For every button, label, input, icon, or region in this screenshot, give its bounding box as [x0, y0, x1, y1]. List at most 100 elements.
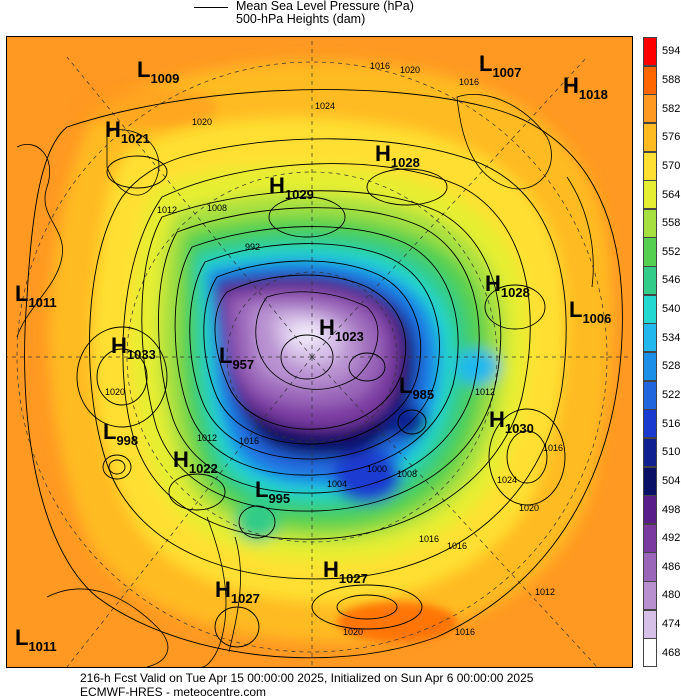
legend-heights-text: 500-hPa Heights (dam): [236, 12, 366, 26]
scale-swatch-510: [643, 437, 657, 468]
isobar-value-label: 1012: [197, 433, 217, 443]
isobar-value-label: 1012: [475, 387, 495, 397]
legend-mslp-line: [194, 7, 228, 8]
scale-swatch-570: [643, 151, 657, 181]
pressure-system-low: L957: [219, 343, 254, 372]
scale-tick-label: 468: [662, 646, 681, 659]
scale-swatch-546: [643, 266, 657, 296]
scale-tick-label: 510: [662, 446, 681, 459]
scale-tick-label: 528: [662, 360, 681, 373]
legend: Mean Sea Level Pressure (hPa) 500-hPa He…: [190, 0, 490, 32]
scale-swatch-582: [643, 94, 657, 124]
isobar-value-label: 1008: [397, 469, 417, 479]
isobar-value-label: 1008: [207, 203, 227, 213]
hot-spots: [77, 87, 457, 642]
pressure-system-low: L1011: [15, 625, 57, 654]
pressure-system-high: H1028: [485, 271, 530, 300]
pressure-system-high: H1018: [563, 73, 608, 102]
scale-tick-label: 570: [662, 159, 681, 172]
scale-swatch-504: [643, 466, 657, 496]
isobar-value-label: 1004: [327, 479, 347, 489]
scale-swatch-564: [643, 180, 657, 210]
scale-swatch-588: [643, 65, 657, 95]
isobar-value-label: 1020: [519, 503, 539, 513]
pressure-system-high: H1021: [105, 117, 150, 146]
forecast-valid-text: 216-h Fcst Valid on Tue Apr 15 00:00:00 …: [80, 671, 534, 685]
pressure-system-low: L1011: [15, 281, 57, 310]
scale-tick-label: 492: [662, 532, 681, 545]
pressure-system-low: L1006: [569, 297, 611, 326]
scale-tick-label: 474: [662, 618, 681, 631]
scale-swatch-480: [643, 581, 657, 611]
scale-tick-label: 486: [662, 560, 681, 573]
scale-tick-label: 504: [662, 474, 681, 487]
scale-swatch-516: [643, 409, 657, 439]
isobar-value-label: 1016: [543, 443, 563, 453]
scale-tick-label: 498: [662, 503, 681, 516]
isobar-value-label: 1020: [400, 65, 420, 75]
scale-swatch-492: [643, 523, 657, 553]
scale-tick-label: 582: [662, 102, 681, 115]
pressure-system-labels: L1009 L1007 H1018 H1021 H1028 H1029 H1028 L1011…: [15, 51, 611, 654]
scale-tick-label: 546: [662, 274, 681, 287]
isobar-value-label: 1020: [192, 117, 212, 127]
source-text: ECMWF-HRES - meteocentre.com: [80, 685, 267, 699]
scale-swatch-594: [643, 37, 657, 67]
scale-swatch-576: [643, 122, 657, 153]
legend-mslp-text: Mean Sea Level Pressure (hPa): [236, 0, 414, 13]
scale-swatch-540: [643, 294, 657, 324]
scale-tick-label: 558: [662, 217, 681, 230]
pressure-system-high: H1030: [489, 407, 534, 436]
scale-tick-label: 594: [662, 45, 681, 58]
map-canvas: 1016 1020 1024 1012 1008 992 1020 1016 1020 1012 1…: [7, 37, 632, 667]
scale-tick-label: 564: [662, 188, 681, 201]
pressure-system-high: H1023: [319, 315, 364, 344]
isobar-value-label: 1000: [367, 464, 387, 474]
isobar-value-label: 1016: [447, 541, 467, 551]
pressure-system-high: H1027: [323, 557, 368, 586]
isobar-value-label: 1012: [535, 587, 555, 597]
scale-tick-label: 540: [662, 303, 681, 316]
coastlines: [16, 94, 594, 667]
scale-tick-label: 576: [662, 131, 681, 144]
pressure-system-high: H1022: [173, 447, 218, 476]
isobar-labels: 1016 1020 1024 1012 1008 992 1020 1016 1020 1012 1…: [105, 61, 563, 637]
isobar-value-label: 1024: [315, 101, 335, 111]
isobar-value-label: 1016: [419, 534, 439, 544]
isobars: [24, 89, 623, 659]
isobar-value-label: 1016: [239, 436, 259, 446]
scale-tick-label: 516: [662, 417, 681, 430]
isobar-value-label: 992: [245, 242, 260, 252]
pressure-system-low: L985: [399, 373, 434, 402]
scale-swatch-534: [643, 323, 657, 353]
pressure-system-high: H1027: [215, 577, 260, 606]
scale-swatch-528: [643, 352, 657, 382]
isobar-value-label: 1016: [455, 627, 475, 637]
scale-tick-label: 588: [662, 73, 681, 86]
isobar-value-label: 1016: [459, 77, 479, 87]
pressure-system-low: L1009: [137, 57, 179, 86]
pressure-system-high: H1029: [269, 173, 314, 202]
scale-swatch-558: [643, 208, 657, 238]
pressure-system-high: H1033: [111, 333, 156, 362]
isobar-value-label: 1024: [497, 475, 517, 485]
scale-swatch-522: [643, 380, 657, 410]
scale-swatch-474: [643, 609, 657, 639]
scale-tick-label: 552: [662, 245, 681, 258]
pressure-system-low: L998: [103, 419, 138, 448]
isobar-value-label: 1016: [370, 61, 390, 71]
scale-tick-label: 534: [662, 331, 681, 344]
scale-swatch-486: [643, 552, 657, 582]
isobar-value-label: 1020: [105, 387, 125, 397]
color-scale: 594 588 582 576 570 564 558 552 546 540 534 528 522 5…: [643, 37, 681, 668]
scale-tick-label: 480: [662, 589, 681, 602]
isobar-value-label: 1012: [157, 205, 177, 215]
weather-map[interactable]: 1016 1020 1024 1012 1008 992 1020 1016 1020 1012 1…: [6, 36, 633, 668]
scale-swatch-468: [643, 638, 657, 668]
isobar-value-label: 1020: [343, 627, 363, 637]
scale-swatch-498: [643, 495, 657, 525]
scale-tick-label: 522: [662, 388, 681, 401]
pressure-system-low: L995: [255, 477, 290, 506]
pressure-system-low: L1007: [479, 51, 521, 80]
scale-swatch-552: [643, 237, 657, 267]
